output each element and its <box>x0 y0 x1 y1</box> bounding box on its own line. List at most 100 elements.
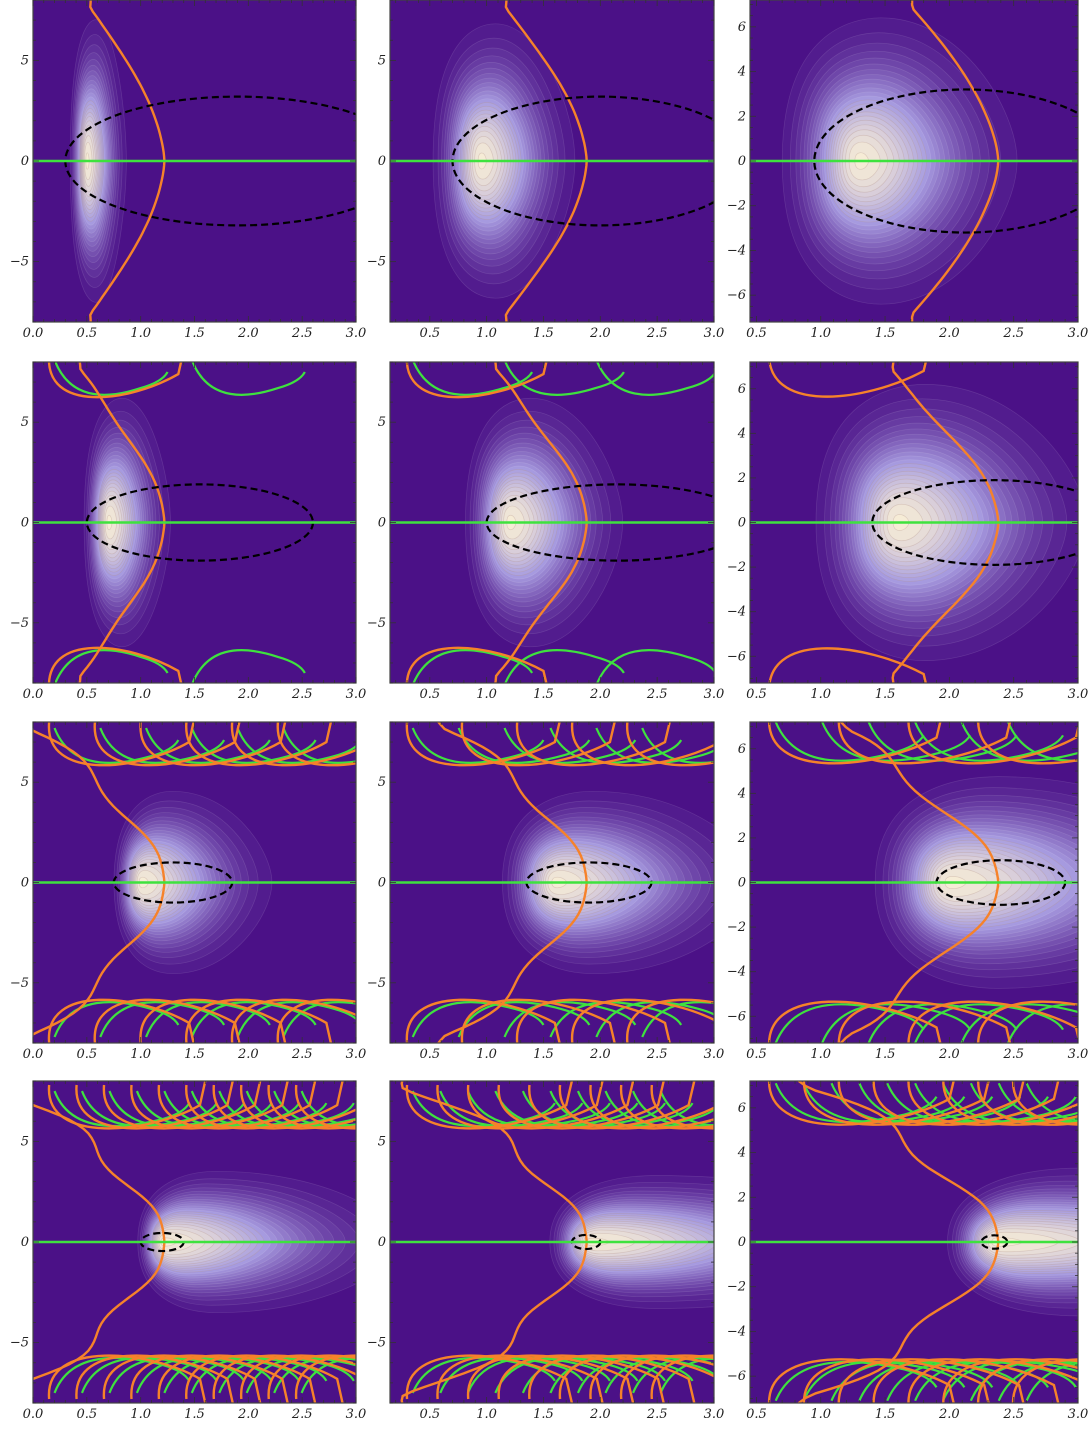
orange-loop <box>497 1354 665 1403</box>
x-tick-label: 2.0 <box>237 687 259 702</box>
y-tick-label: 5 <box>21 775 29 790</box>
y-tick-label: −5 <box>10 616 29 631</box>
orange-loop <box>942 1358 1078 1403</box>
orange-loop <box>571 722 714 767</box>
orange-loop <box>212 1084 356 1130</box>
orange-loop <box>977 1358 1078 1403</box>
green-contour <box>145 727 271 764</box>
y-tick-label: −2 <box>727 1280 746 1295</box>
green-contour <box>914 1360 1077 1402</box>
orange-loop <box>102 1081 262 1130</box>
x-tick-label: 1.0 <box>130 326 151 341</box>
panel-r1-c2: 0.5 1.0 1.5 2.0 2.5 3.0 5 0 −5 <box>367 0 724 341</box>
green-contour <box>632 1090 714 1128</box>
y-tick-label: −6 <box>727 1009 746 1024</box>
orange-loop <box>907 722 1078 765</box>
green-contour <box>774 1082 938 1124</box>
x-tick-label: 3.0 <box>1068 1047 1089 1062</box>
x-tick-label: 3.0 <box>346 687 367 702</box>
x-tick-label: 2.0 <box>938 326 960 341</box>
x-tick-label: 3.0 <box>1068 687 1089 702</box>
dashed-contour <box>871 479 1078 566</box>
x-tick-label: 2.5 <box>1002 1407 1024 1422</box>
x-tick-label: 2.5 <box>291 326 313 341</box>
x-tick-label: 0.0 <box>23 1407 44 1422</box>
green-contour <box>549 727 683 764</box>
y-tick-label: −2 <box>727 199 746 214</box>
orange-loop <box>240 1354 356 1400</box>
x-tick-label: 3.0 <box>704 1047 725 1062</box>
green-contour <box>282 1001 356 1038</box>
green-contour <box>135 1356 273 1394</box>
x-tick-label: 1.5 <box>184 1407 205 1422</box>
green-contour <box>282 727 356 764</box>
x-tick-label: 2.5 <box>1002 1047 1024 1062</box>
orange-loop <box>102 1354 262 1403</box>
y-tick-label: −6 <box>727 1369 746 1384</box>
y-tick-label: −5 <box>10 255 29 270</box>
green-contour <box>191 362 306 396</box>
orange-loop <box>276 722 356 767</box>
x-tick-label: 2.5 <box>1002 326 1024 341</box>
green-contour <box>80 1356 218 1394</box>
y-tick-label: −2 <box>727 560 746 575</box>
x-tick-label: 2.0 <box>589 1047 611 1062</box>
green-contour <box>190 1356 328 1394</box>
dashed-contour <box>813 88 1078 234</box>
x-tick-label: 0.5 <box>746 687 767 702</box>
x-tick-label: 1.5 <box>875 687 896 702</box>
x-tick-label: 2.5 <box>291 1047 313 1062</box>
y-tick-label: 0 <box>378 516 386 531</box>
y-tick-label: 5 <box>378 415 386 430</box>
orange-loop <box>768 362 928 398</box>
green-contour <box>867 722 1018 762</box>
green-contour <box>774 1360 938 1402</box>
green-contour <box>190 1001 317 1038</box>
green-contour <box>236 1001 356 1038</box>
y-tick-label: 0 <box>738 516 746 531</box>
x-tick-label: 2.0 <box>589 1407 611 1422</box>
x-tick-label: 2.0 <box>589 687 611 702</box>
orange-loop <box>650 1084 714 1130</box>
orange-loop <box>139 722 287 767</box>
orange-loop <box>212 1354 356 1400</box>
x-tick-label: 0.0 <box>23 326 44 341</box>
orange-loop <box>185 1081 344 1130</box>
y-tick-label: −4 <box>727 1324 746 1339</box>
y-tick-label: 0 <box>21 876 29 891</box>
x-tick-label: 0.5 <box>76 326 97 341</box>
x-tick-label: 2.0 <box>938 1047 960 1062</box>
orange-loop <box>768 1000 942 1043</box>
panel-r3-c1: 0.0 0.5 1.0 1.5 2.0 2.5 3.0 5 0 −5 <box>10 721 366 1062</box>
x-tick-label: 1.0 <box>476 326 497 341</box>
orange-loop <box>515 998 671 1043</box>
orange-loop <box>93 722 241 767</box>
green-contour <box>245 1090 356 1128</box>
orange-loop <box>47 1081 207 1130</box>
x-tick-label: 2.5 <box>646 326 668 341</box>
y-tick-label: −6 <box>727 649 746 664</box>
y-tick-label: 2 <box>737 831 746 846</box>
y-tick-label: −5 <box>367 1336 386 1351</box>
green-contour <box>300 1090 356 1127</box>
orange-loop <box>130 1354 289 1403</box>
orange-loop <box>1012 1081 1078 1126</box>
green-contour <box>457 727 591 764</box>
green-contour <box>596 649 714 683</box>
y-tick-label: 4 <box>737 1146 746 1161</box>
y-tick-label: 4 <box>737 65 746 80</box>
green-contour <box>1007 1003 1078 1043</box>
x-tick-label: 0.0 <box>23 687 44 702</box>
orange-loop <box>47 722 195 767</box>
y-tick-label: 5 <box>21 415 29 430</box>
y-tick-label: −5 <box>367 616 386 631</box>
x-tick-label: 1.5 <box>533 687 554 702</box>
y-tick-label: 2 <box>737 109 746 124</box>
orange-loop <box>626 722 714 767</box>
x-tick-label: 2.0 <box>589 326 611 341</box>
green-contour <box>108 1090 245 1128</box>
x-tick-label: 2.5 <box>646 1047 668 1062</box>
green-contour <box>245 1356 356 1394</box>
green-contour <box>273 1090 356 1128</box>
x-tick-label: 1.5 <box>184 1047 205 1062</box>
